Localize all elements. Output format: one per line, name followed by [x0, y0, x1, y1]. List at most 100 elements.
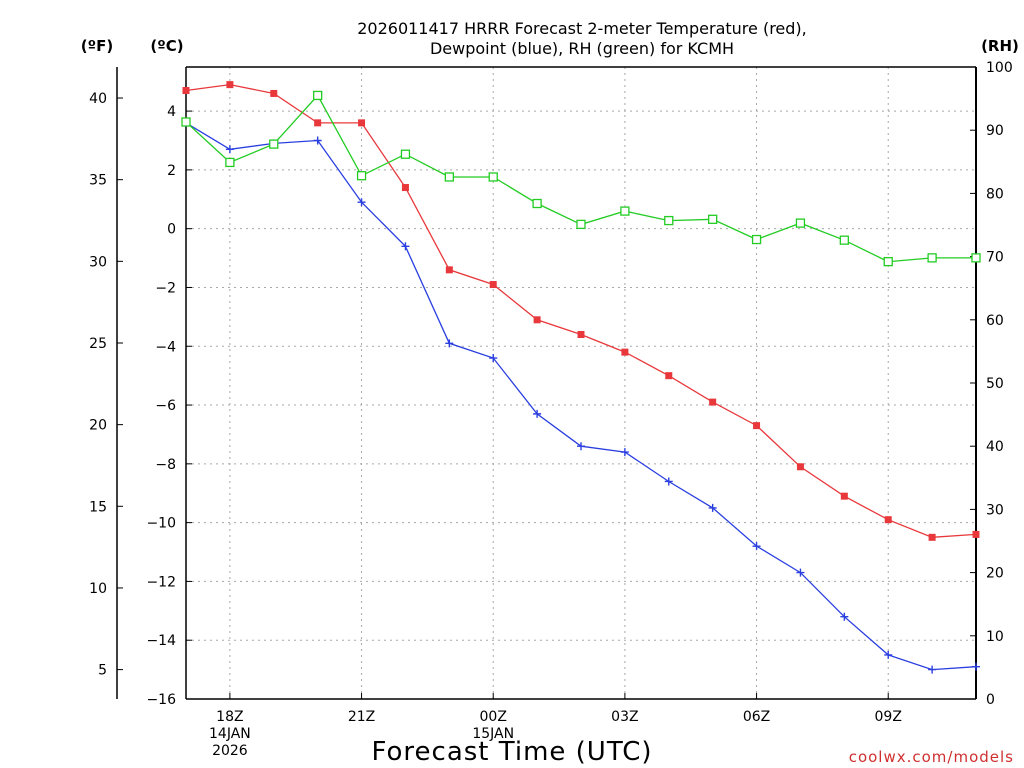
dewpoint-point — [664, 477, 673, 486]
dewpoint-point — [972, 662, 980, 671]
time-tick-label: 15JAN — [472, 726, 514, 742]
rh-axis: 0 10 20 30 40 50 60 70 80 90 100 — [970, 60, 1013, 708]
fahrenheit-tick-label: 15 — [89, 499, 107, 515]
2-meter-temperature-point — [226, 81, 234, 89]
2-meter-temperature-point — [489, 281, 497, 289]
chart-title-line-2: Dewpoint (blue), RH (green) for KCMH — [430, 39, 734, 58]
2-meter-temperature-point — [401, 184, 409, 192]
rh-tick-label: 60 — [986, 313, 1004, 329]
rh-point — [356, 171, 367, 181]
rh-tick-label: 100 — [986, 60, 1013, 76]
rh-point — [839, 235, 849, 245]
grid-lines — [186, 67, 976, 700]
time-tick-label: 2026 — [212, 743, 248, 759]
rh-tick-label: 90 — [986, 123, 1004, 139]
time-tick-label: 06Z — [743, 709, 770, 725]
2-meter-temperature-point — [884, 516, 892, 524]
celsius-tick-label: −2 — [155, 280, 176, 296]
2-meter-temperature-point — [182, 87, 190, 95]
rh-point — [225, 157, 235, 168]
2-meter-temperature-point — [270, 89, 278, 97]
rh-point — [795, 218, 806, 228]
rh-tick-label: 30 — [986, 502, 1004, 518]
rh-point — [313, 90, 323, 101]
2-meter-temperature-point — [928, 533, 936, 541]
rh-tick-label: 20 — [986, 566, 1004, 582]
rh-tick-label: 50 — [986, 376, 1004, 392]
fahrenheit-tick-label: 20 — [89, 418, 107, 434]
time-tick-label: 21Z — [348, 709, 375, 725]
dewpoint-point — [620, 448, 629, 457]
celsius-tick-label: 4 — [167, 104, 176, 120]
time-tick-label: 09Z — [875, 709, 902, 725]
rh-point — [751, 234, 762, 245]
fahrenheit-tick-label: 5 — [98, 663, 107, 679]
2-meter-temperature-point — [445, 266, 453, 274]
plot-frame — [116, 66, 977, 700]
2-meter-temperature-point — [621, 348, 629, 356]
rh-series — [181, 90, 981, 267]
data-series — [181, 81, 981, 674]
2-meter-temperature-line — [185, 83, 977, 538]
celsius-tick-label: −14 — [146, 633, 176, 649]
rh-point — [532, 198, 542, 209]
time-tick-label: 18Z — [216, 709, 243, 725]
2-meter-temperature-point — [709, 398, 717, 406]
rh-point — [269, 139, 279, 149]
fahrenheit-tick-label: 40 — [89, 91, 107, 107]
celsius-tick-label: −8 — [155, 457, 176, 473]
dewpoint-line — [185, 122, 977, 671]
celsius-axis: −16 −14 −12 −10 −8 −6 −4 −2 0 2 4 — [146, 104, 192, 708]
dewpoint-point — [225, 145, 234, 154]
celsius-tick-label: 0 — [167, 222, 176, 238]
celsius-tick-label: −10 — [146, 516, 176, 532]
fahrenheit-tick-label: 10 — [89, 581, 107, 597]
rh-tick-label: 10 — [986, 629, 1004, 645]
time-tick-label: 00Z — [480, 709, 507, 725]
fahrenheit-axis: 5 10 15 20 25 30 35 40 — [89, 91, 123, 679]
rh-point — [664, 215, 674, 226]
dewpoint-point — [445, 339, 454, 348]
celsius-tick-label: −6 — [155, 398, 176, 414]
dewpoint-point — [313, 136, 322, 145]
dewpoint-point — [708, 503, 717, 512]
fahrenheit-tick-label: 30 — [89, 254, 107, 270]
2-meter-temperature-series — [182, 81, 980, 541]
rh-tick-label: 80 — [986, 186, 1004, 202]
dewpoint-point — [357, 198, 366, 207]
rh-point — [488, 172, 498, 182]
rh-point — [971, 253, 981, 263]
2-meter-temperature-point — [314, 119, 322, 127]
chart-title-line-1: 2026011417 HRRR Forecast 2-meter Tempera… — [357, 19, 807, 38]
celsius-tick-label: 2 — [167, 163, 176, 179]
time-tick-label: 14JAN — [209, 726, 251, 742]
celsius-tick-label: −12 — [146, 574, 176, 590]
fahrenheit-tick-label: 25 — [89, 336, 107, 352]
rh-point — [927, 253, 937, 263]
rh-point — [576, 219, 586, 230]
time-tick-label: 03Z — [611, 709, 638, 725]
rh-tick-label: 70 — [986, 250, 1004, 266]
fahrenheit-tick-label: 35 — [89, 173, 107, 189]
rh-point — [444, 172, 454, 182]
rh-tick-label: 0 — [986, 692, 995, 708]
dewpoint-point — [401, 242, 410, 251]
dewpoint-point — [752, 542, 761, 551]
fahrenheit-unit-label: (ºF) — [81, 37, 113, 55]
rh-point — [181, 117, 191, 127]
credit-link[interactable]: coolwx.com/models — [849, 748, 1014, 766]
dewpoint-point — [884, 650, 893, 659]
2-meter-temperature-point — [665, 372, 673, 380]
2-meter-temperature-point — [796, 463, 804, 471]
2-meter-temperature-point — [840, 492, 848, 500]
dewpoint-point — [533, 409, 542, 418]
2-meter-temperature-point — [577, 330, 585, 338]
2-meter-temperature-point — [972, 530, 980, 538]
rh-line — [185, 94, 976, 263]
rh-point — [883, 257, 893, 267]
rh-point — [620, 206, 630, 216]
rh-unit-label: (RH) — [981, 37, 1019, 55]
2-meter-temperature-point — [358, 119, 366, 127]
